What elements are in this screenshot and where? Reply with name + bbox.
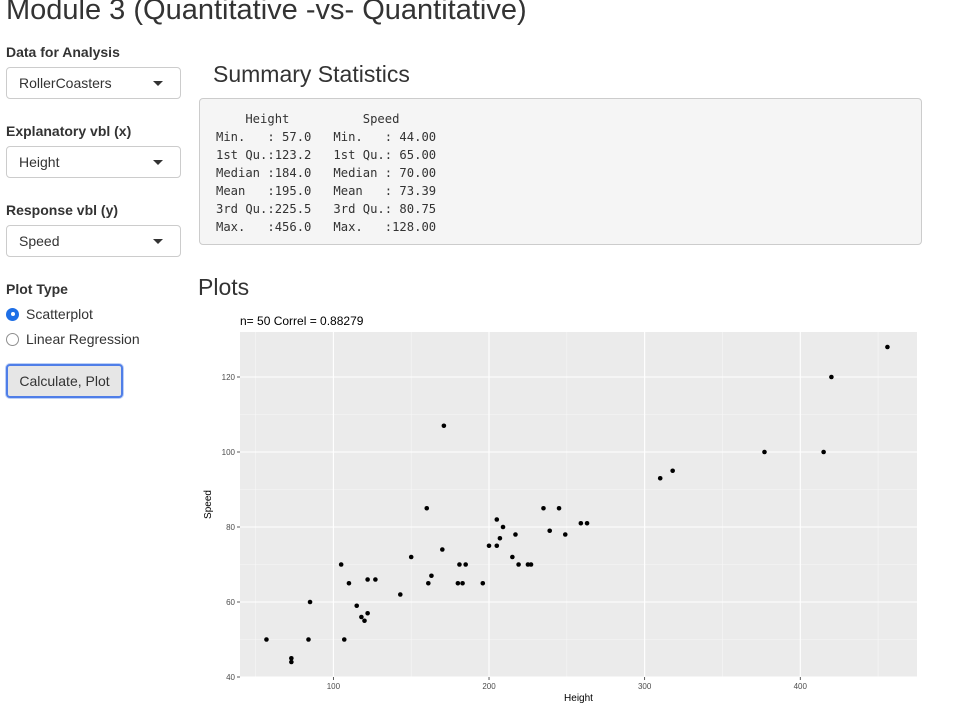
plot-title: n= 50 Correl = 0.88279 <box>240 314 364 328</box>
chevron-down-icon <box>153 81 163 86</box>
data-point <box>338 562 344 567</box>
data-point <box>513 532 518 537</box>
radio-scatterplot-label: Scatterplot <box>26 306 93 322</box>
radio-linear-regression[interactable]: Linear Regression <box>6 331 140 347</box>
data-point <box>547 528 553 534</box>
y-tick-label: 80 <box>226 523 235 532</box>
radio-checked-icon <box>6 307 19 321</box>
radio-unchecked-icon <box>6 332 19 346</box>
data-point <box>373 577 378 582</box>
data-point <box>354 603 360 609</box>
plots-heading: Plots <box>198 274 250 300</box>
data-point <box>510 554 515 560</box>
explanatory-select[interactable]: Height <box>6 146 181 178</box>
x-tick-label: 300 <box>638 682 652 691</box>
plot-panel <box>240 332 917 677</box>
summary-text: Height Speed Min. : 57.0 Min. : 44.00 1s… <box>216 112 437 234</box>
y-tick-label: 40 <box>226 673 235 682</box>
explanatory-label: Explanatory vbl (x) <box>6 123 132 139</box>
data-point <box>497 535 503 541</box>
response-label: Response vbl (y) <box>6 202 119 218</box>
data-point <box>346 580 352 586</box>
data-point <box>494 517 500 522</box>
data-point <box>398 592 403 597</box>
y-tick-label: 100 <box>222 448 236 457</box>
data-point <box>289 655 294 661</box>
data-point <box>829 374 834 380</box>
radio-scatterplot[interactable]: Scatterplot <box>6 306 93 322</box>
page-title: Module 3 (Quantitative -vs- Quantitative… <box>6 0 527 26</box>
dataset-select-value: RollerCoasters <box>19 75 112 91</box>
data-point <box>885 344 890 350</box>
x-tick-label: 400 <box>794 682 808 691</box>
data-point <box>440 547 445 552</box>
data-point <box>480 580 486 586</box>
y-axis-label: Speed <box>203 490 214 519</box>
data-point <box>365 577 370 582</box>
data-point <box>362 618 367 624</box>
data-point <box>455 580 461 586</box>
chevron-down-icon <box>153 160 163 165</box>
data-point <box>408 554 414 560</box>
data-point <box>341 637 347 642</box>
data-point <box>670 468 675 474</box>
dataset-label: Data for Analysis <box>6 44 120 60</box>
x-tick-label: 100 <box>327 682 341 691</box>
data-point <box>264 637 269 642</box>
data-point <box>584 520 590 526</box>
data-point <box>578 520 584 526</box>
data-point <box>556 505 562 511</box>
data-point <box>307 599 313 605</box>
data-point <box>441 423 447 429</box>
calculate-plot-button[interactable]: Calculate, Plot <box>6 364 123 398</box>
data-point <box>821 449 826 455</box>
y-tick-label: 60 <box>226 598 235 607</box>
data-point <box>562 532 568 537</box>
data-point <box>500 524 506 530</box>
data-point <box>457 562 462 567</box>
response-select[interactable]: Speed <box>6 225 181 257</box>
dataset-select[interactable]: RollerCoasters <box>6 67 181 99</box>
scatter-plot: 100 200 300 400 40 60 80 100 120 n= 50 Correl = 0… <box>203 314 917 703</box>
explanatory-select-value: Height <box>19 154 60 170</box>
data-point <box>541 505 546 511</box>
data-point <box>426 580 431 586</box>
summary-output: Height Speed Min. : 57.0 Min. : 44.00 1s… <box>199 98 922 245</box>
data-point <box>424 505 430 511</box>
data-point <box>486 543 492 549</box>
data-point <box>460 580 465 586</box>
x-axis-label: Height <box>564 693 593 703</box>
plot-type-label: Plot Type <box>6 281 68 297</box>
data-point <box>463 562 468 567</box>
data-point <box>528 562 534 567</box>
data-point <box>359 614 364 620</box>
data-point <box>762 449 767 455</box>
radio-linear-regression-label: Linear Regression <box>26 331 140 347</box>
response-select-value: Speed <box>19 233 60 249</box>
data-point <box>429 573 434 579</box>
data-point <box>306 637 311 642</box>
y-tick-label: 120 <box>222 373 236 382</box>
summary-heading: Summary Statistics <box>213 61 410 87</box>
x-tick-label: 200 <box>482 682 496 691</box>
data-point <box>516 562 521 567</box>
data-point <box>494 543 500 549</box>
chevron-down-icon <box>153 239 163 244</box>
data-point <box>289 659 294 665</box>
data-point <box>657 475 663 481</box>
data-point <box>365 610 370 616</box>
